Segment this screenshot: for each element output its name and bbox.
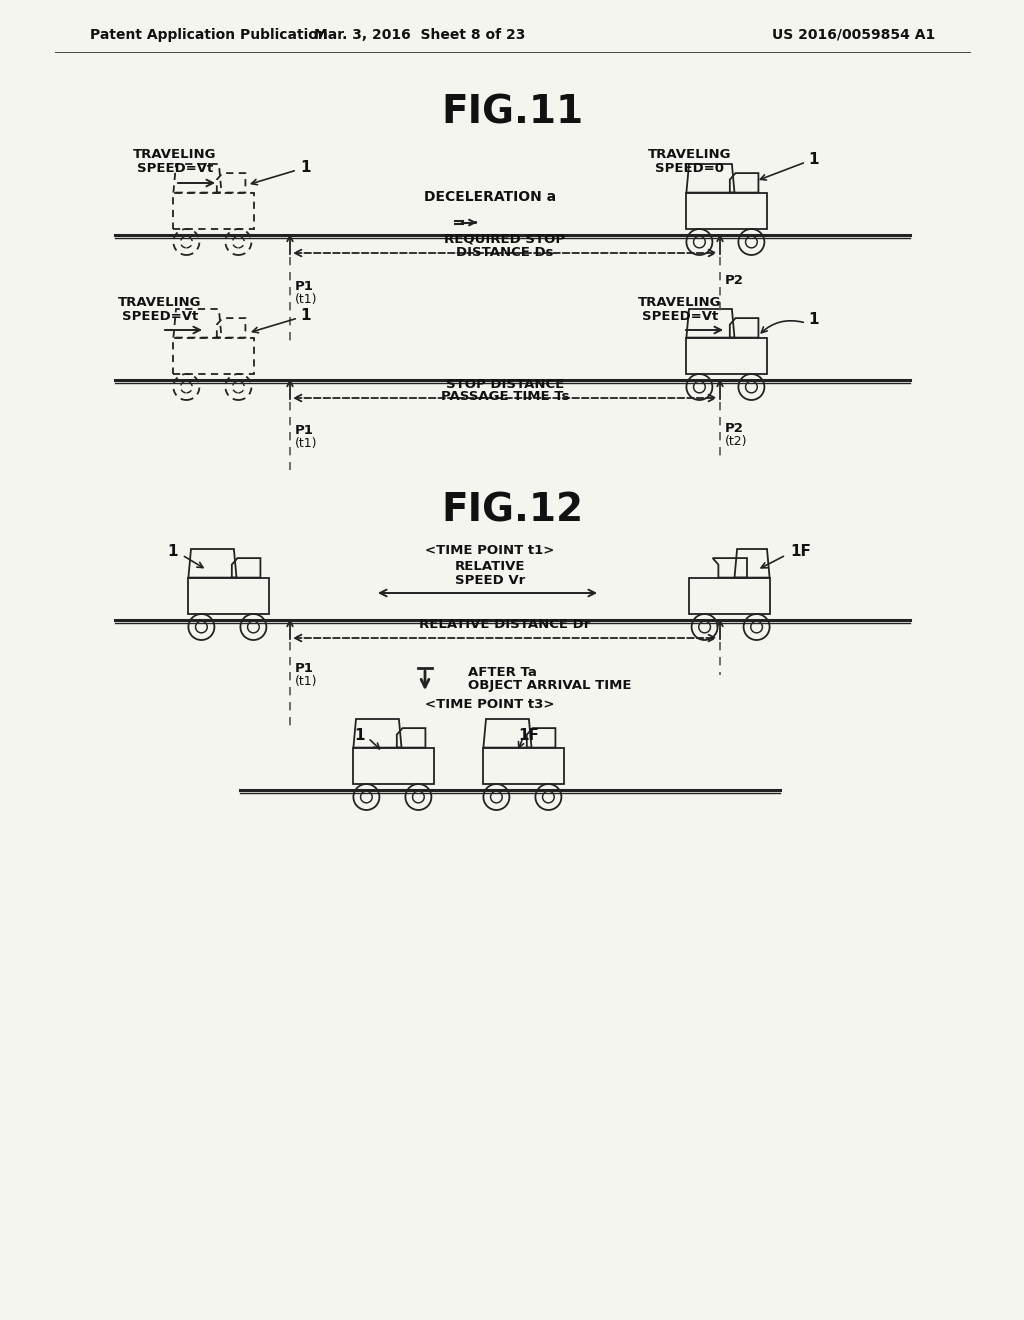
Text: SPEED Vr: SPEED Vr	[455, 573, 525, 586]
Bar	[173, 193, 254, 228]
Text: TRAVELING: TRAVELING	[648, 149, 732, 161]
Text: SPEED=Vt: SPEED=Vt	[122, 309, 198, 322]
Text: 1: 1	[300, 308, 310, 322]
Text: PASSAGE TIME Ts: PASSAGE TIME Ts	[440, 391, 569, 404]
Text: (t1): (t1)	[295, 675, 317, 688]
Bar	[689, 578, 770, 614]
Text: REQUIRED STOP: REQUIRED STOP	[444, 232, 565, 246]
Text: RELATIVE: RELATIVE	[455, 561, 525, 573]
Text: (t1): (t1)	[295, 293, 317, 306]
Text: Patent Application Publication: Patent Application Publication	[90, 28, 328, 42]
Text: TRAVELING: TRAVELING	[638, 296, 722, 309]
Bar	[483, 747, 564, 784]
Text: US 2016/0059854 A1: US 2016/0059854 A1	[772, 28, 935, 42]
Text: P2: P2	[725, 421, 743, 434]
Text: Mar. 3, 2016  Sheet 8 of 23: Mar. 3, 2016 Sheet 8 of 23	[314, 28, 525, 42]
Text: 1: 1	[808, 313, 818, 327]
Text: P1: P1	[295, 424, 314, 437]
Text: DECELERATION a: DECELERATION a	[424, 190, 556, 205]
Bar	[686, 338, 767, 374]
Text: <TIME POINT t1>: <TIME POINT t1>	[425, 544, 555, 557]
Text: SPEED=Vt: SPEED=Vt	[642, 309, 718, 322]
Text: OBJECT ARRIVAL TIME: OBJECT ARRIVAL TIME	[468, 680, 632, 693]
Text: 1: 1	[354, 727, 365, 742]
Text: 1: 1	[168, 544, 178, 560]
Bar	[188, 578, 269, 614]
Text: P1: P1	[295, 661, 314, 675]
Bar	[686, 193, 767, 228]
Text: SPEED=Vt: SPEED=Vt	[137, 162, 213, 176]
Text: 1F: 1F	[790, 544, 811, 560]
Bar	[353, 747, 434, 784]
Text: 1: 1	[808, 153, 818, 168]
Text: <TIME POINT t3>: <TIME POINT t3>	[425, 697, 555, 710]
Text: SPEED=0: SPEED=0	[655, 162, 725, 176]
Text: FIG.12: FIG.12	[441, 491, 583, 529]
Text: TRAVELING: TRAVELING	[118, 296, 202, 309]
Text: AFTER Ta: AFTER Ta	[468, 665, 537, 678]
Text: TRAVELING: TRAVELING	[133, 149, 217, 161]
Text: STOP DISTANCE: STOP DISTANCE	[445, 378, 564, 391]
Text: P2: P2	[725, 273, 743, 286]
Text: 1F: 1F	[518, 727, 539, 742]
Text: P1: P1	[295, 281, 314, 293]
Text: 1: 1	[300, 160, 310, 174]
Text: (t1): (t1)	[295, 437, 317, 450]
Bar	[173, 338, 254, 374]
Text: DISTANCE Ds: DISTANCE Ds	[457, 246, 554, 259]
Text: (t2): (t2)	[725, 434, 748, 447]
Text: FIG.11: FIG.11	[441, 92, 583, 131]
Text: RELATIVE DISTANCE Dr: RELATIVE DISTANCE Dr	[419, 619, 591, 631]
